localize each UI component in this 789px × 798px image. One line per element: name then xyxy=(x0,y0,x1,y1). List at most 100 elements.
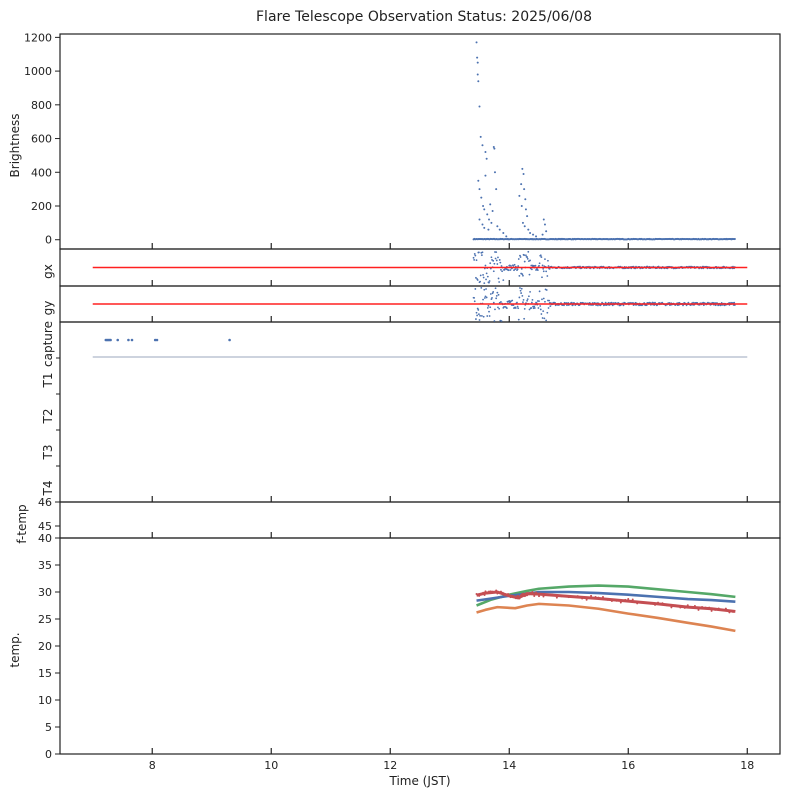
gy-point xyxy=(611,304,614,307)
gx-point xyxy=(503,268,506,271)
capture-point xyxy=(116,338,120,342)
gy-point xyxy=(491,297,493,299)
status-label-capture: capture xyxy=(41,321,55,367)
brightness-point xyxy=(485,157,488,160)
gy-point xyxy=(527,295,530,298)
gx-point xyxy=(546,275,549,277)
gx-point xyxy=(513,263,516,266)
gy-point xyxy=(491,292,494,295)
gy-point xyxy=(489,306,492,309)
temp-point-tred xyxy=(572,595,575,598)
temp-point-tred xyxy=(483,594,486,597)
temp-point-tred xyxy=(721,609,724,612)
gy-point xyxy=(607,301,610,304)
temp-point-tred xyxy=(581,597,584,600)
gx-point xyxy=(498,259,501,261)
gy-point xyxy=(692,301,695,304)
gx-point xyxy=(514,268,517,271)
gy-point xyxy=(487,304,490,307)
temp-point-tred xyxy=(480,592,483,595)
gx-point xyxy=(527,250,530,253)
gy-point xyxy=(495,297,498,300)
gy-point xyxy=(496,291,499,294)
gy-point xyxy=(519,289,522,292)
brightness-point xyxy=(484,151,487,154)
gy-point xyxy=(523,307,526,310)
x-tick-label: 14 xyxy=(502,759,516,772)
gx-point xyxy=(530,268,533,271)
gy-point xyxy=(529,290,531,293)
temp-point-tred xyxy=(478,594,481,597)
gx-point xyxy=(534,264,537,267)
temp-point-tred xyxy=(486,592,489,595)
gx-point xyxy=(492,259,495,262)
gx-point xyxy=(497,256,499,259)
gy-point xyxy=(570,301,573,304)
gx-point xyxy=(512,264,515,267)
brightness-point xyxy=(542,218,545,221)
brightness-point xyxy=(733,237,736,240)
chart-title: Flare Telescope Observation Status: 2025… xyxy=(256,9,592,25)
gx-point xyxy=(528,273,531,276)
x-axis-label: Time (JST) xyxy=(388,774,450,788)
gx-point xyxy=(485,272,488,275)
temp-point-tred xyxy=(674,604,677,607)
gx-point xyxy=(492,270,495,273)
temp-point-tred xyxy=(501,591,504,594)
temp-point-tred xyxy=(679,606,682,609)
temp-point-tred xyxy=(536,593,539,596)
temp-point-tred xyxy=(495,589,498,592)
temp-point-tred xyxy=(657,601,660,604)
brightness-point xyxy=(541,233,544,236)
brightness-point xyxy=(477,80,480,83)
brightness-point xyxy=(479,135,482,138)
gy-point xyxy=(479,314,481,317)
gx-point xyxy=(501,270,504,273)
temp-point-tred xyxy=(518,597,521,600)
y-tick-label-temp: 25 xyxy=(38,613,52,626)
y-tick-label-temp: 20 xyxy=(38,640,52,653)
x-tick-label: 12 xyxy=(383,759,397,772)
gy-point xyxy=(530,301,533,304)
y-tick-label-brightness: 1200 xyxy=(24,31,52,44)
y-axis-label-brightness: Brightness xyxy=(8,114,22,178)
temp-point-tred xyxy=(519,594,522,597)
gy-point xyxy=(533,307,536,309)
gx-point xyxy=(519,256,522,258)
gy-point xyxy=(493,320,496,322)
brightness-point xyxy=(502,231,505,234)
status-label-T4: T4 xyxy=(41,481,55,497)
temp-point-tred xyxy=(482,591,485,594)
temp-point-tred xyxy=(624,598,627,601)
capture-point xyxy=(109,338,112,342)
gy-point xyxy=(526,298,529,301)
brightness-point xyxy=(478,218,481,221)
brightness-point xyxy=(524,198,527,201)
gy-point xyxy=(549,305,552,308)
brightness-point xyxy=(488,218,491,221)
gy-point xyxy=(541,298,543,301)
y-tick-label-brightness: 400 xyxy=(31,166,52,179)
gy-point xyxy=(511,299,514,302)
gy-point xyxy=(485,288,487,290)
brightness-point xyxy=(505,235,508,238)
temp-point-tred xyxy=(538,595,541,598)
gx-point xyxy=(479,274,482,277)
brightness-point xyxy=(545,230,548,233)
panel-frame-brightness xyxy=(59,33,781,250)
brightness-point xyxy=(522,172,525,175)
gy-point xyxy=(475,318,477,320)
gy-point xyxy=(473,300,476,303)
panel-frame-temp xyxy=(59,537,781,755)
x-tick-label: 8 xyxy=(149,759,156,772)
gy-point xyxy=(484,295,487,298)
temp-point-tred xyxy=(491,590,494,593)
gy-point xyxy=(540,313,543,315)
gy-point xyxy=(508,300,511,302)
gy-point xyxy=(533,305,536,308)
gy-point xyxy=(517,307,520,310)
temp-point-tred xyxy=(670,606,673,609)
brightness-point xyxy=(478,105,481,108)
gy-point xyxy=(530,307,533,309)
